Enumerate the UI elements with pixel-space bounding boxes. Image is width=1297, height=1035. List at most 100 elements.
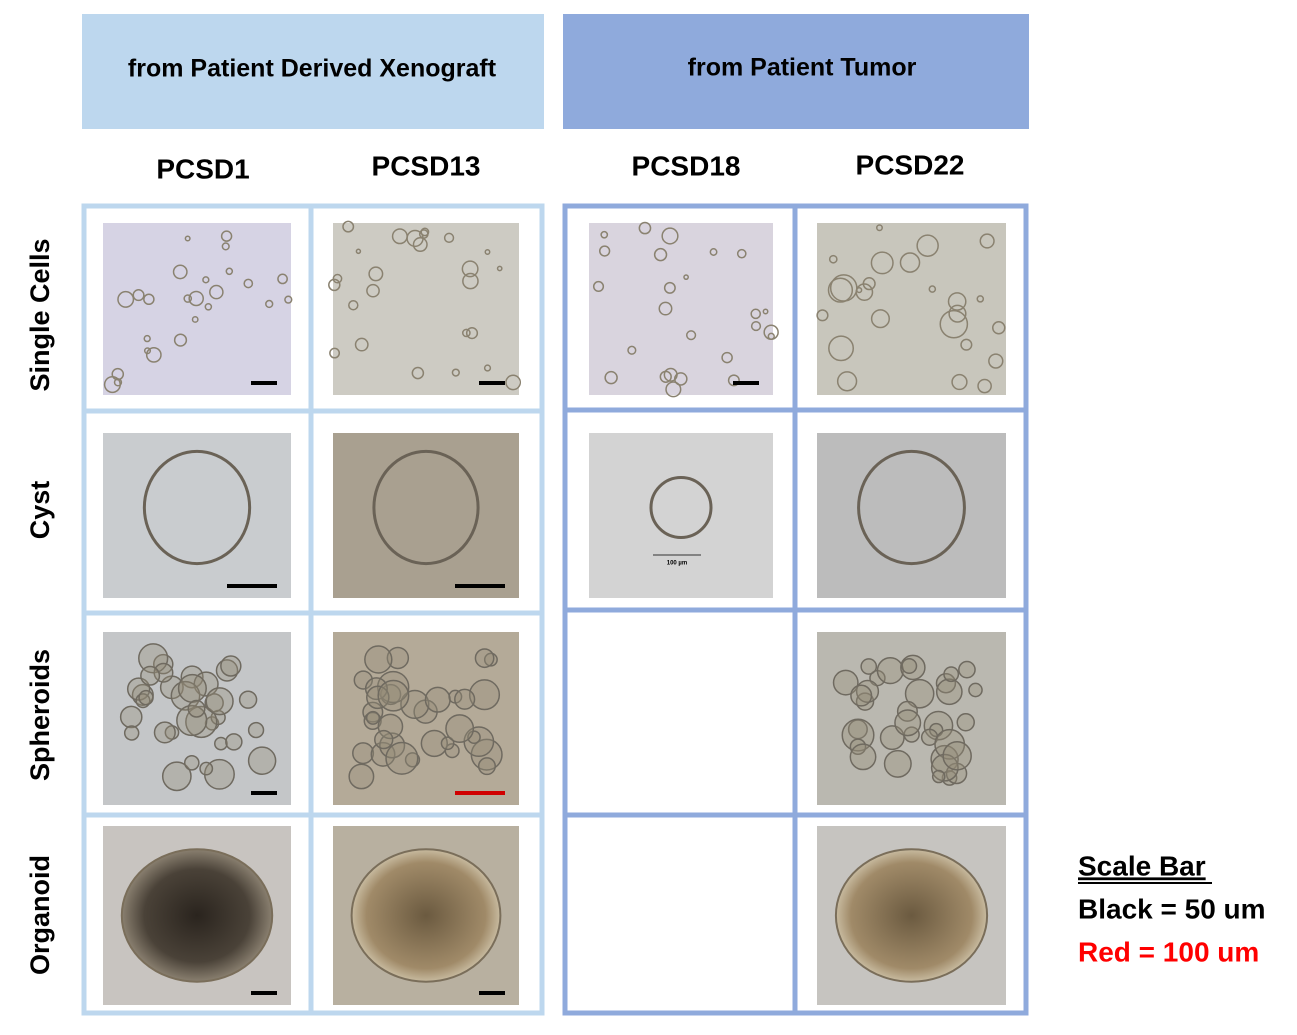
cell <box>332 273 343 284</box>
cell <box>916 234 939 257</box>
cell <box>354 337 369 352</box>
cell <box>947 292 967 311</box>
scale-bar <box>251 381 277 385</box>
cell <box>592 280 605 293</box>
row-label: Single Cells <box>25 238 55 391</box>
spheroid-cell <box>904 678 935 709</box>
cell <box>505 374 522 391</box>
cell <box>976 295 985 303</box>
cell <box>113 378 123 387</box>
scale-bar <box>251 991 277 995</box>
spheroid-cell <box>445 714 475 743</box>
cell <box>220 230 233 242</box>
cell <box>462 272 479 290</box>
spheroid-cell <box>424 686 451 713</box>
cell <box>992 321 1006 335</box>
cell <box>483 364 492 372</box>
cyst <box>857 449 966 566</box>
cell <box>265 299 274 309</box>
cell <box>862 277 876 291</box>
cell <box>191 316 199 323</box>
cell <box>143 334 151 343</box>
spheroid-cell <box>385 741 419 775</box>
spheroid-cell <box>377 713 404 740</box>
spheroid-cell <box>138 643 169 674</box>
scale-bar <box>733 381 759 385</box>
spheroid-cell <box>467 730 481 745</box>
cell <box>659 370 672 383</box>
spheroid-cell <box>832 669 859 696</box>
micrograph <box>817 632 1006 805</box>
cell <box>762 308 769 315</box>
scale-bar <box>479 381 505 385</box>
spheroid-cell <box>205 687 234 716</box>
scale-bar <box>227 584 277 588</box>
cell <box>243 278 254 289</box>
spheroid-cell <box>363 711 382 731</box>
micrograph <box>333 433 519 598</box>
micrograph <box>333 223 519 395</box>
cell <box>204 303 213 311</box>
cell <box>117 290 135 308</box>
cell <box>184 235 191 242</box>
spheroid-cell <box>440 736 455 751</box>
spheroid-cell <box>923 710 954 741</box>
spheroid-cell <box>140 665 161 686</box>
cell <box>750 308 761 320</box>
images <box>103 220 1006 1005</box>
cell <box>951 373 968 391</box>
scale-bar <box>455 584 505 588</box>
cell <box>899 252 921 273</box>
spheroid-cell <box>849 743 877 771</box>
column-header: PCSD22 <box>856 149 965 180</box>
cell <box>461 328 471 338</box>
cell <box>876 224 883 232</box>
cell <box>355 248 362 255</box>
spheroid-cell <box>377 679 410 712</box>
cell <box>173 333 188 347</box>
cyst <box>372 449 480 566</box>
column-header: PCSD18 <box>632 150 741 181</box>
cell <box>665 381 682 398</box>
micrograph <box>589 223 773 395</box>
spheroid-cell <box>238 690 258 709</box>
cell <box>829 274 858 302</box>
row-label: Cyst <box>25 481 55 540</box>
cell <box>368 266 384 282</box>
cell <box>225 267 234 276</box>
micrograph <box>103 433 291 598</box>
cell <box>484 249 491 255</box>
cell <box>767 332 775 340</box>
column-header: PCSD13 <box>372 150 481 181</box>
spheroid-cell <box>352 742 375 765</box>
spheroid-cell <box>199 761 214 776</box>
cell <box>277 273 288 285</box>
cell <box>683 274 689 281</box>
spheroid-cell <box>931 769 946 784</box>
spheroid-cell <box>176 704 208 737</box>
spheroid-cell <box>876 657 904 685</box>
cell <box>870 251 894 275</box>
column-header: PCSD1 <box>156 153 249 184</box>
cell <box>451 368 460 377</box>
cell <box>960 338 973 351</box>
scale-bar <box>479 991 505 995</box>
legend-title: Scale Bar <box>1078 850 1206 881</box>
spheroid-cell <box>364 677 388 701</box>
cell <box>721 351 733 364</box>
organoid <box>120 848 274 983</box>
spheroid-cell <box>850 684 873 707</box>
group-box <box>563 14 1029 129</box>
spheroid-cell <box>901 657 918 674</box>
cell <box>420 227 430 237</box>
micrograph <box>817 223 1006 395</box>
spheroid-cell <box>183 754 200 771</box>
spheroid-cell <box>177 673 207 703</box>
spheroid-cell <box>942 741 972 771</box>
cell <box>604 370 618 385</box>
spheroid-cell <box>420 729 448 758</box>
cell <box>828 335 855 362</box>
cell <box>418 229 429 239</box>
cell <box>600 230 609 239</box>
